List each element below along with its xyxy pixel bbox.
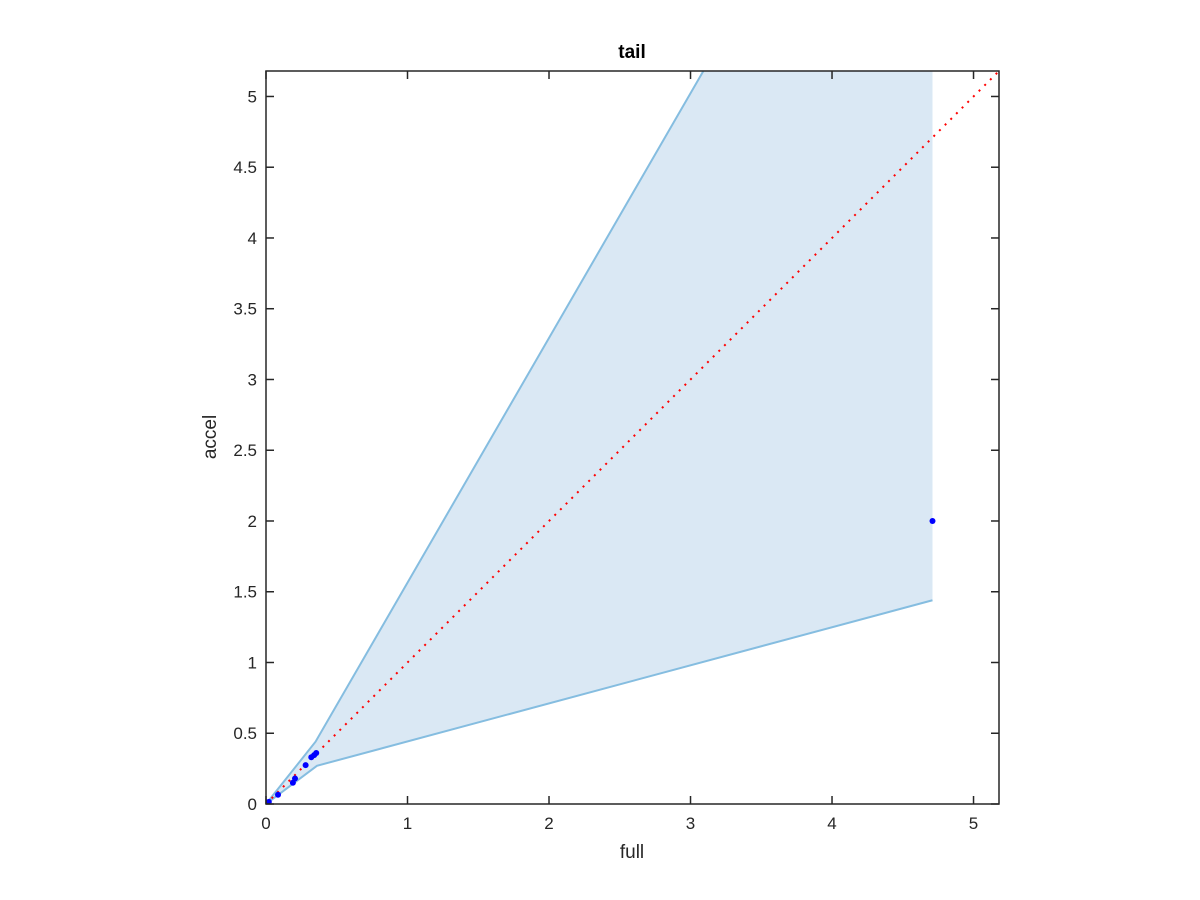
y-tick-label: 3 <box>248 370 257 389</box>
x-tick-label: 4 <box>827 814 836 833</box>
axes-box <box>265 70 1000 805</box>
x-tick-label: 2 <box>544 814 553 833</box>
data-point <box>302 762 309 769</box>
data-point <box>275 791 282 798</box>
y-tick-label: 1.5 <box>233 583 257 602</box>
y-tick-label: 3.5 <box>233 300 257 319</box>
y-tick-label: 2.5 <box>233 441 257 460</box>
x-tick-label: 5 <box>969 814 978 833</box>
chart-title: tail <box>618 42 645 63</box>
y-axis-label: accel <box>200 415 221 459</box>
y-tick-label: 0.5 <box>233 724 257 743</box>
y-tick-label: 5 <box>248 87 257 106</box>
band-lower-edge <box>266 599 933 804</box>
ticks: 0 1 2 3 4 5 0 0.5 1 1.5 2 2.5 3 3.5 4 4.5 5 <box>233 71 999 833</box>
band-upper-edge <box>266 71 705 804</box>
data-point <box>292 775 299 782</box>
x-tick-label: 0 <box>261 814 270 833</box>
confidence-band <box>266 71 933 804</box>
plot-area <box>266 71 999 804</box>
y-tick-label: 1 <box>248 653 257 672</box>
data-point <box>313 750 320 757</box>
y-tick-label: 2 <box>248 512 257 531</box>
x-tick-label: 3 <box>686 814 695 833</box>
y-tick-label: 0 <box>248 795 257 814</box>
x-tick-label: 1 <box>403 814 412 833</box>
data-point <box>929 517 936 524</box>
data-point <box>266 798 272 804</box>
y-tick-label: 4.5 <box>233 158 257 177</box>
y-tick-label: 4 <box>248 229 257 248</box>
x-axis-label: full <box>620 842 644 863</box>
